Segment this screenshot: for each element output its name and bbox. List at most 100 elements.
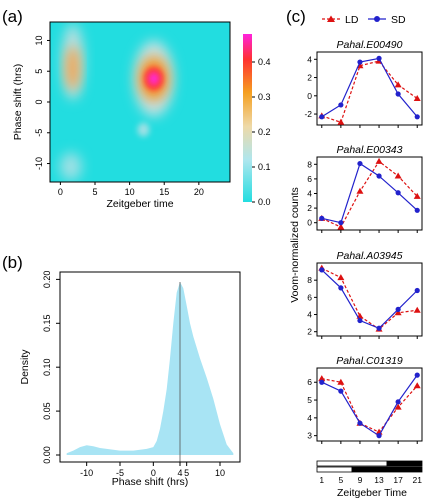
heatmap-ylabel: Phase shift (hrs): [12, 64, 24, 140]
gene-plot-4: Pahal.C013193456: [307, 355, 422, 444]
hotspot-halo: [137, 123, 149, 137]
colorbar: [243, 34, 252, 202]
ld-point: [414, 382, 421, 388]
heatmap-xtick-label: 10: [125, 187, 135, 197]
heatmap-xtick-label: 5: [92, 187, 97, 197]
legend-sd-label: SD: [391, 14, 406, 26]
gene-ytick-label: 3: [307, 431, 312, 441]
light-bar: [317, 467, 352, 472]
sd-point: [319, 267, 324, 272]
gene-ytick-label: 8: [307, 159, 312, 169]
density-ytick-label: 0.15: [42, 315, 52, 333]
heatmap-panel: 0 5 10 15 20 -10 -5 0 5 10 0.0 0.1 0.2 0.3 0.4 Zeitge…: [12, 22, 271, 210]
sd-point: [415, 288, 420, 293]
gene-xlabel: Zeitgeber Time: [337, 487, 407, 499]
heatmap-ytick-label: -5: [34, 129, 44, 137]
gene-plots: Pahal.E00490-2024Pahal.E0034302468Pahal.…: [304, 39, 422, 444]
panel-label-b: (b): [2, 253, 23, 272]
gene-title: Pahal.E00343: [337, 144, 403, 156]
hotspot-core: [66, 46, 80, 90]
dark-bar: [387, 461, 422, 466]
sd-point: [415, 114, 420, 119]
sd-point: [376, 173, 381, 178]
heatmap-ytick-label: 10: [34, 35, 44, 45]
series-sd-line: [322, 375, 417, 436]
colorbar-tick-label: 0.2: [258, 127, 271, 137]
ld-point: [356, 188, 363, 194]
sd-point: [415, 373, 420, 378]
heatmap-xtick-label: 15: [159, 187, 169, 197]
gene-ytick-label: 5: [307, 395, 312, 405]
sd-point: [319, 114, 324, 119]
heatmap-xtick-label: 20: [194, 187, 204, 197]
gene-ytick-label: 2: [307, 73, 312, 83]
density-ytick-label: 0.05: [42, 402, 52, 420]
gene-ytick-label: 4: [307, 189, 312, 199]
photoperiod-bars: 1 5 9 13 17 21: [317, 461, 422, 485]
density-ytick-label: 0.10: [42, 358, 52, 376]
colorbar-tick-label: 0.1: [258, 162, 271, 172]
sd-point: [396, 307, 401, 312]
gene-ytick-label: 0: [307, 218, 312, 228]
ld-point: [395, 172, 402, 178]
gene-plot-1: Pahal.E00490 -2 0 2 4: [304, 39, 422, 128]
density-xtick-label: -10: [80, 468, 93, 478]
sd-point: [338, 102, 343, 107]
gene-panels: LD SD Pahal.E00490 -2 0 2 4 Pahal.E00343 0 2 4 6 8…: [289, 14, 422, 499]
ld-point: [376, 158, 383, 164]
gene-ytick-label: 6: [307, 292, 312, 302]
sd-point: [357, 59, 362, 64]
gene-ytick-label: 4: [307, 54, 312, 64]
sd-point: [357, 161, 362, 166]
heatmap-ytick-label: 0: [34, 99, 44, 104]
gene-title: Pahal.A03945: [337, 250, 403, 262]
gene-ytick-label: 8: [307, 275, 312, 285]
gene-ylabel: Voom-normalized counts: [289, 187, 301, 303]
gene-frame: [317, 157, 422, 230]
series-ld-line: [322, 161, 417, 227]
density-panel: -10 -5 0 4 5 10 0.00 0.05 0.10 0.15 0.20 Phase shi…: [19, 271, 240, 488]
colorbar-tick-label: 0.3: [258, 92, 271, 102]
gene-xtick-label: 17: [393, 475, 403, 485]
hotspot-peak: [149, 73, 159, 85]
ld-point: [414, 307, 421, 313]
sd-point: [396, 399, 401, 404]
gene-ytick-label: 0: [307, 91, 312, 101]
series-ld-line: [322, 268, 417, 329]
sd-point: [357, 421, 362, 426]
gene-xtick-label: 5: [338, 475, 343, 485]
gene-xtick-label: 9: [358, 475, 363, 485]
density-ylabel: Density: [19, 349, 31, 385]
gene-frame: [317, 52, 422, 125]
panel-label-a: (a): [2, 7, 23, 26]
sd-point: [338, 285, 343, 290]
density-xlabel: Phase shift (hrs): [112, 476, 188, 488]
sd-point: [396, 91, 401, 96]
density-area: [67, 282, 234, 455]
series-ld-line: [322, 61, 417, 122]
hotspot-halo: [60, 153, 82, 181]
gene-ytick-label: 2: [307, 203, 312, 213]
dark-bar: [352, 467, 422, 472]
gene-ytick-label: 4: [307, 310, 312, 320]
colorbar-tick-label: 0.4: [258, 57, 271, 67]
ld-point: [337, 274, 344, 280]
sd-point: [319, 380, 324, 385]
density-ytick-label: 0.00: [42, 446, 52, 464]
legend-sd-marker: [374, 16, 380, 22]
sd-point: [376, 56, 381, 61]
heatmap-xtick-label: 0: [58, 187, 63, 197]
series-sd-line: [322, 270, 417, 328]
density-ytick-label: 0.20: [42, 271, 52, 289]
gene-ytick-label: 6: [307, 174, 312, 184]
sd-point: [396, 190, 401, 195]
gene-xtick-label: 21: [412, 475, 422, 485]
sd-point: [338, 220, 343, 225]
sd-point: [319, 216, 324, 221]
colorbar-tick-label: 0.0: [258, 197, 271, 207]
gene-plot-2: Pahal.E00343 0 2 4 6 8: [307, 144, 422, 233]
gene-xtick-label: 1: [319, 475, 324, 485]
series-ld-line: [322, 379, 417, 432]
legend: LD SD: [322, 14, 406, 26]
heatmap-ytick-label: 5: [34, 69, 44, 74]
